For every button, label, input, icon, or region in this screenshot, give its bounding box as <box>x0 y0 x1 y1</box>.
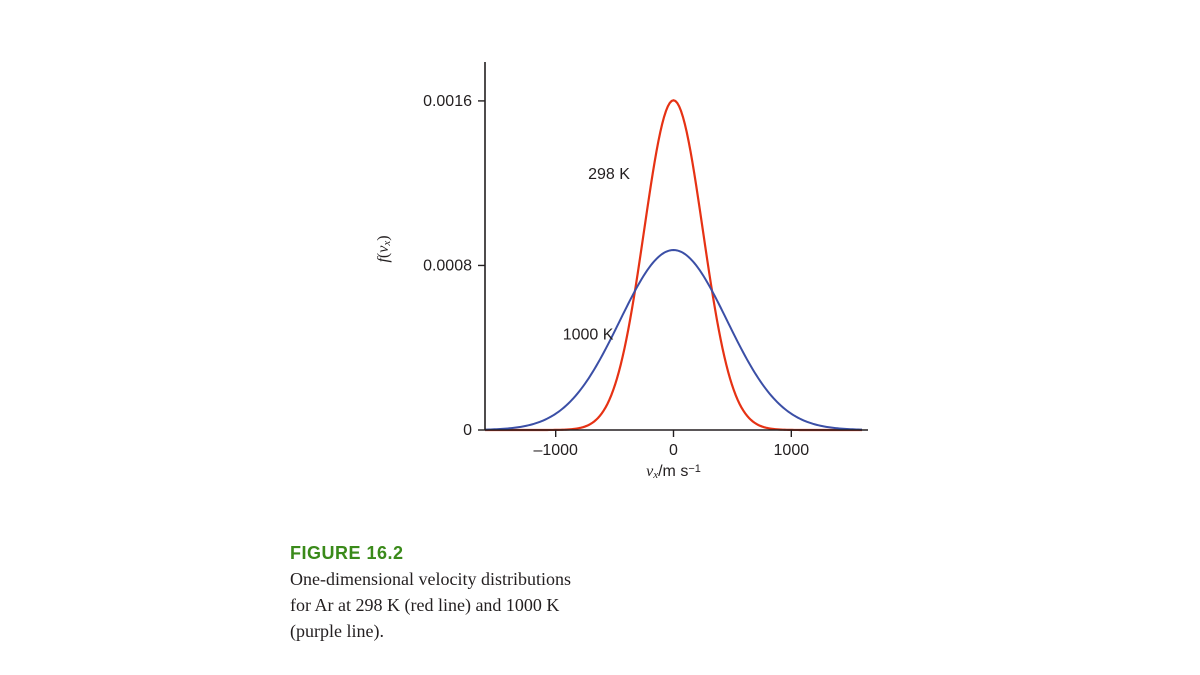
y-tick-label: 0 <box>463 422 472 439</box>
figure-label: FIGURE 16.2 <box>290 543 404 563</box>
series-label-1000K: 1000 K <box>563 327 614 344</box>
x-tick-label: –1000 <box>533 442 578 459</box>
caption-line-2: for Ar at 298 K (red line) and 1000 K <box>290 595 559 615</box>
caption-line-1: One-dimensional velocity distributions <box>290 569 571 589</box>
x-tick-label: 0 <box>669 442 678 459</box>
y-tick-label: 0.0008 <box>423 257 472 274</box>
x-axis-title: vx/m s−1 <box>646 463 701 481</box>
figure-caption: FIGURE 16.2 One-dimensional velocity dis… <box>290 540 870 644</box>
y-tick-label: 0.0016 <box>423 93 472 110</box>
caption-line-3: (purple line). <box>290 621 384 641</box>
x-tick-label: 1000 <box>774 442 810 459</box>
series-298K <box>485 100 862 430</box>
series-1000K <box>485 250 862 430</box>
series-label-298K: 298 K <box>588 166 630 183</box>
velocity-distribution-chart: 0 0.0008 0.0016 –1000 0 1000 f(vx) vx/m s−1 298 … <box>370 50 870 490</box>
y-axis-title: f(vx) <box>375 235 393 262</box>
